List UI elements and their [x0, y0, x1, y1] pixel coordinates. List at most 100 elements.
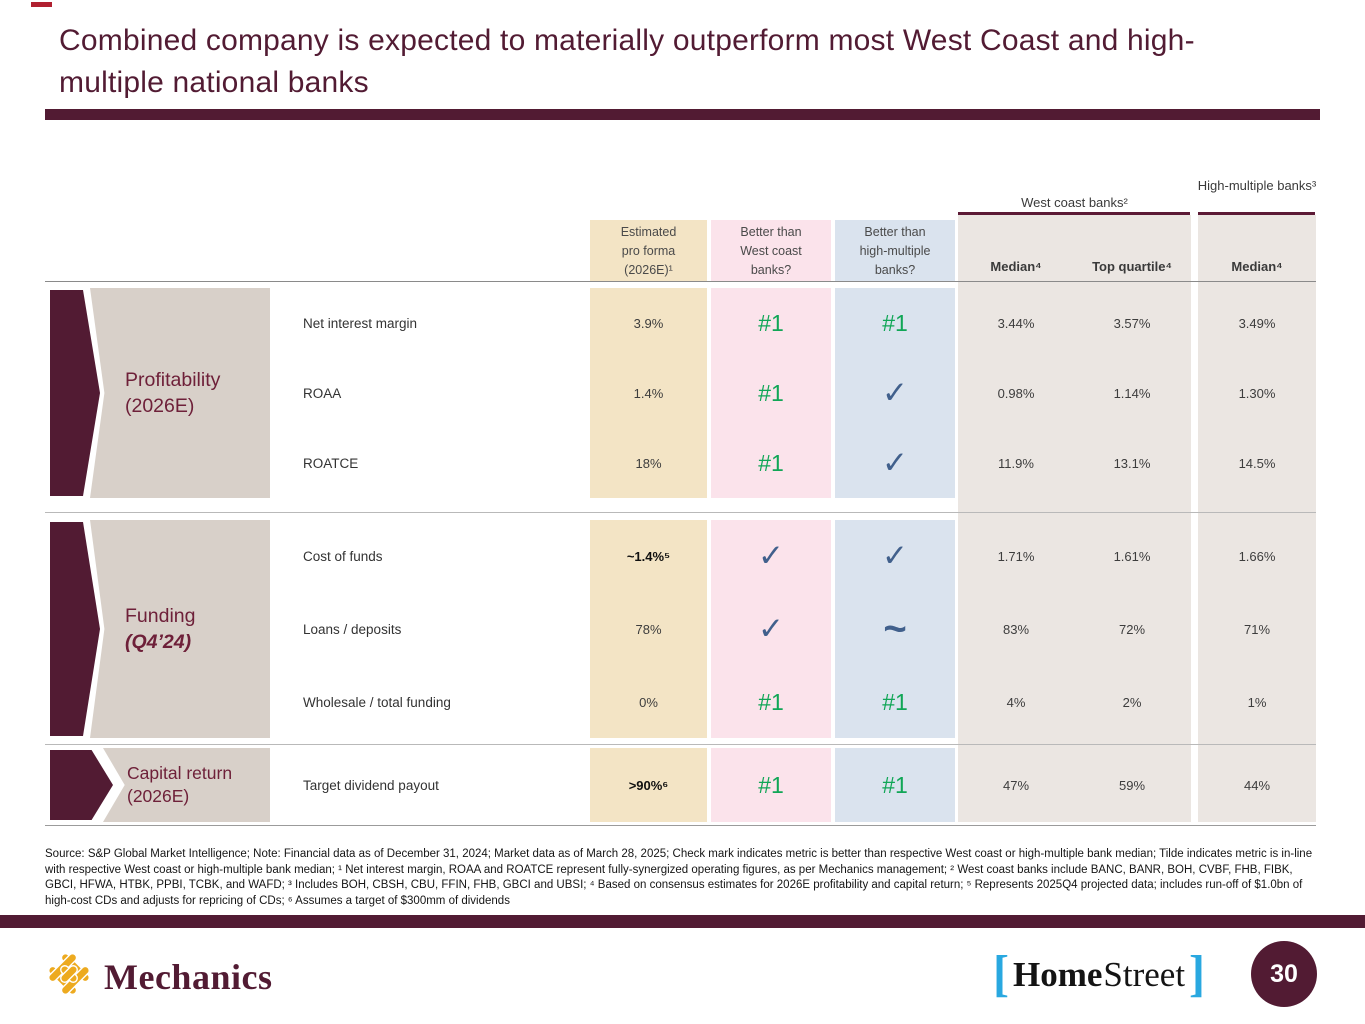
high-better-column-background	[835, 748, 955, 822]
west-coast-group-underline	[958, 212, 1190, 215]
west-better-header-background	[711, 220, 831, 281]
group-label-line2: (2026E)	[127, 786, 190, 806]
metric-label: Target dividend payout	[303, 777, 439, 793]
page-number: 30	[1270, 959, 1298, 988]
mechanics-knot-icon	[45, 950, 93, 1003]
cell-wc-median: 1.71%	[997, 548, 1035, 564]
cell-proforma: 78%	[635, 621, 662, 637]
group-label-capital-return: Capital return (2026E)	[103, 748, 270, 822]
cell-wc-top-quartile: 59%	[1118, 777, 1146, 793]
cell-vs-west: #1	[758, 688, 784, 715]
page-title: Combined company is expected to material…	[59, 24, 1195, 99]
cell-wc-top-quartile: 72%	[1118, 621, 1146, 637]
cell-vs-west: #1	[758, 379, 784, 406]
high-multiple-group-background	[1198, 215, 1316, 822]
cell-wc-median: 4%	[1006, 694, 1026, 710]
metric-label: Wholesale / total funding	[303, 694, 451, 710]
chevron-arrow-icon	[50, 290, 100, 496]
cell-vs-west: ✓	[758, 538, 784, 573]
table-header-divider	[45, 281, 1316, 282]
chevron-arrow-icon	[50, 750, 113, 820]
column-header-wc-median: Median⁴	[990, 259, 1042, 274]
cell-wc-median: 83%	[1002, 621, 1030, 637]
column-header-hm-median: Median⁴	[1231, 259, 1283, 274]
proforma-column-background	[590, 288, 707, 498]
footer-bar	[0, 915, 1365, 928]
cell-vs-high: ✓	[882, 538, 908, 573]
cell-vs-high: ✓	[882, 445, 908, 480]
cell-hm-median: 1.30%	[1238, 385, 1276, 401]
group-label-line1: Funding	[125, 605, 196, 627]
homestreet-logo: [ Home Street ]	[993, 944, 1205, 1006]
column-header-better-west: Better than West coast banks?	[740, 225, 802, 277]
cell-wc-median: 0.98%	[997, 385, 1035, 401]
west-better-column-background	[711, 748, 831, 822]
homestreet-left-bracket-icon: [	[993, 946, 1009, 1003]
group-label-profitability: Profitability (2026E)	[90, 288, 270, 498]
section-divider	[45, 512, 1316, 513]
cell-proforma: ~1.4%⁵	[626, 548, 671, 564]
metric-label: Net interest margin	[303, 315, 418, 331]
source-footnote: Source: S&P Global Market Intelligence; …	[45, 848, 1313, 907]
top-left-red-dash	[31, 2, 52, 7]
title-rule	[45, 109, 1320, 120]
proforma-column-background	[590, 748, 707, 822]
section-divider	[45, 744, 1316, 745]
column-header-wc-top-quartile: Top quartile⁴	[1092, 259, 1172, 274]
cell-vs-high: #1	[882, 771, 908, 798]
proforma-header-background	[590, 220, 707, 281]
cell-proforma: 0%	[639, 694, 658, 710]
metric-label: ROAA	[303, 385, 342, 401]
page-number-badge: 30	[1251, 941, 1317, 1007]
proforma-column-background	[590, 520, 707, 738]
group-label-line2: (Q4’24)	[125, 631, 192, 653]
cell-wc-top-quartile: 13.1%	[1113, 455, 1151, 471]
table-bottom-divider	[45, 825, 1316, 826]
column-header-better-high: Better than high-multiple banks?	[859, 225, 931, 277]
column-header-proforma: Estimated pro forma (2026E)¹	[620, 225, 677, 277]
cell-proforma: 3.9%	[633, 315, 664, 331]
chevron-arrow-icon	[50, 522, 100, 736]
cell-hm-median: 1%	[1247, 694, 1267, 710]
cell-hm-median: 3.49%	[1238, 315, 1276, 331]
group-label-funding: Funding (Q4’24)	[90, 520, 270, 738]
high-better-column-background	[835, 520, 955, 738]
cell-wc-median: 3.44%	[997, 315, 1035, 331]
cell-proforma: >90%⁶	[628, 777, 669, 793]
cell-vs-west: ✓	[758, 611, 784, 646]
cell-vs-high: ✓	[882, 375, 908, 410]
high-multiple-banks-group-header: High-multiple banks³	[1197, 178, 1317, 193]
cell-wc-median: 11.9%	[998, 455, 1034, 471]
mechanics-logo: Mechanics	[45, 950, 272, 1003]
metric-label: Cost of funds	[303, 548, 383, 564]
high-better-column-background	[835, 288, 955, 498]
cell-wc-top-quartile: 2%	[1122, 694, 1142, 710]
cell-vs-west: #1	[758, 449, 784, 476]
cell-hm-median: 44%	[1243, 777, 1271, 793]
cell-proforma: 1.4%	[633, 385, 664, 401]
cell-wc-top-quartile: 1.14%	[1113, 385, 1151, 401]
metric-label: ROATCE	[303, 455, 359, 471]
cell-vs-high: #1	[882, 309, 908, 336]
cell-hm-median: 71%	[1243, 621, 1271, 637]
cell-wc-top-quartile: 1.61%	[1113, 548, 1151, 564]
cell-hm-median: 1.66%	[1238, 548, 1276, 564]
cell-hm-median: 14.5%	[1238, 455, 1276, 471]
cell-vs-west: #1	[758, 771, 784, 798]
high-better-header-background	[835, 220, 955, 281]
high-multiple-group-underline	[1198, 212, 1315, 215]
west-coast-group-background	[958, 215, 1191, 822]
metric-label: Loans / deposits	[303, 621, 402, 637]
group-label-line1: Profitability	[125, 369, 221, 391]
cell-wc-top-quartile: 3.57%	[1113, 315, 1151, 331]
homestreet-wordmark-home: Home	[1012, 955, 1103, 994]
west-coast-banks-group-header: West coast banks²	[1021, 195, 1128, 210]
homestreet-right-bracket-icon: ]	[1189, 946, 1206, 1003]
group-label-line2: (2026E)	[125, 395, 195, 417]
group-label-line1: Capital return	[127, 763, 233, 783]
west-better-column-background	[711, 288, 831, 498]
homestreet-wordmark-street: Street	[1103, 955, 1186, 994]
cell-vs-west: #1	[758, 309, 784, 336]
cell-vs-high: ~	[883, 606, 907, 651]
